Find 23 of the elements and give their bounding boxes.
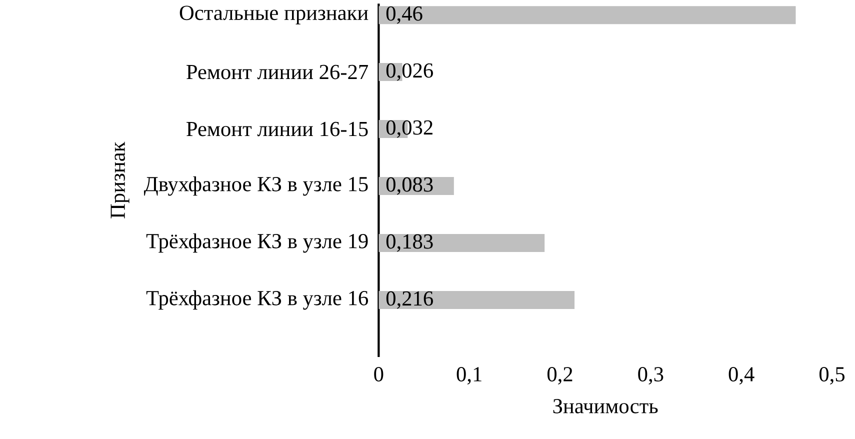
y-tick-label: Двухфазное КЗ в узле 15 [144,176,368,196]
x-tick-label: 0,5 [819,367,844,385]
bar [378,234,545,252]
x-axis-title: Значимость [553,399,658,414]
x-tick-label: 0 [374,367,384,382]
data-label: 0,183 [386,234,433,252]
data-label: 0,46 [386,6,422,24]
y-tick-label: Трёхфазное КЗ в узле 16 [146,290,368,310]
x-tick-label: 0,2 [547,367,572,385]
data-label: 0,216 [386,291,433,309]
y-tick-label: Трёхфазное КЗ в узле 19 [146,233,368,253]
x-tick-label: 0,3 [638,367,664,385]
x-tick-label: 0,4 [728,367,754,385]
x-tick-label: 0,1 [456,367,482,385]
data-label: 0,026 [386,63,433,81]
data-label: 0,032 [386,120,432,138]
y-tick-label: Ремонт линии 26-27 [186,64,368,80]
y-axis-title: Признак [110,142,130,218]
bar [378,6,796,24]
bar [378,291,575,310]
y-tick-label: Ремонт линии 16-15 [186,122,368,136]
y-tick-label: Остальные признаки [180,6,368,24]
data-label: 0,083 [386,177,433,195]
